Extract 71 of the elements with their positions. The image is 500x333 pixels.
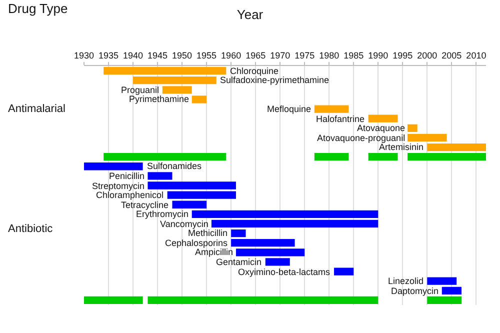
x-tick-label: 1935 — [98, 50, 119, 60]
text: Antibiotic — [8, 223, 54, 235]
y-tick-label: Pyrimethamine — [129, 94, 190, 104]
bar — [84, 296, 143, 304]
x-tick-label: 1965 — [246, 50, 266, 60]
x-tick-label: 1980 — [319, 50, 340, 60]
x-tick-label: 2005 — [442, 50, 462, 60]
bar — [368, 153, 398, 161]
y-tick-label: Cephalosporins — [165, 238, 228, 248]
x-tick-label: 2000 — [417, 50, 438, 60]
y-tick-label: Sulfadoxine-pyrimethamine — [220, 75, 330, 85]
y-tick-label: Chloramphenicol — [96, 190, 164, 200]
y-tick-label: Proguanil — [121, 85, 160, 95]
bar — [192, 210, 378, 218]
x-tick-label: 1990 — [368, 50, 388, 60]
y-tick-label: Erythromycin — [136, 209, 189, 219]
y-tick-label: Vancomycin — [160, 219, 208, 229]
x-tick-label: 1930 — [74, 50, 94, 60]
x-tick-label: 1970 — [270, 50, 290, 60]
y-tick-label: Mefloquine — [267, 104, 312, 114]
x-tick-label: 1955 — [196, 50, 217, 60]
bar — [231, 229, 246, 238]
bar — [368, 114, 398, 122]
y-tick-label: Methicillin — [188, 228, 228, 238]
bar — [236, 248, 305, 256]
bar — [408, 153, 486, 161]
bar — [427, 296, 462, 304]
y-tick-label: Artemisinin — [379, 142, 424, 152]
bar — [133, 76, 216, 84]
bar — [408, 134, 447, 142]
x-tick-label: 1995 — [392, 50, 413, 60]
bar — [172, 200, 207, 208]
y-tick-label: Chloroquine — [230, 66, 279, 76]
bar — [314, 105, 349, 113]
y-tick-label: Tetracycline — [121, 200, 169, 210]
bar — [442, 286, 462, 294]
bar — [427, 143, 486, 152]
bar — [148, 296, 378, 304]
bar — [265, 258, 290, 266]
y-tick-label: Streptomycin — [92, 181, 145, 191]
bar — [211, 220, 378, 228]
x-tick-label: 1950 — [172, 50, 192, 60]
x-tick-label: 1945 — [148, 50, 168, 60]
y-axis-title: Drug Type — [8, 1, 68, 16]
chart-title: Year — [236, 7, 264, 22]
y-tick-label: Oxyimino-beta-lactams — [238, 267, 331, 277]
y-tick-label: Gentamicin — [216, 257, 262, 267]
y-tick-label: Atovaquone-proguanil — [317, 133, 406, 143]
bar — [314, 153, 349, 161]
y-tick-label: Atovaquone — [357, 123, 406, 133]
x-tick-label: 1975 — [294, 50, 315, 60]
y-tick-label: Sulfonamides — [147, 161, 202, 171]
bar — [427, 277, 457, 285]
x-tick-label: 1940 — [123, 50, 144, 60]
bar — [104, 66, 226, 75]
bar — [84, 162, 143, 170]
bar — [334, 268, 354, 276]
x-tick-label: 1985 — [344, 50, 364, 60]
bar — [162, 86, 192, 94]
bar — [104, 153, 226, 161]
bar — [231, 239, 295, 247]
y-tick-label: Linezolid — [388, 276, 424, 286]
y-tick-label: Ampicillin — [195, 247, 234, 257]
x-tick-label: 1960 — [221, 50, 242, 60]
y-tick-label: Penicillin — [109, 171, 145, 181]
x-tick-label: 2010 — [466, 50, 486, 60]
text: Antimalarial — [8, 103, 66, 115]
bar — [192, 96, 207, 104]
y-tick-label: Halofantrine — [316, 114, 365, 124]
y-tick-label: Daptomycin — [391, 286, 439, 296]
bar — [408, 124, 418, 132]
